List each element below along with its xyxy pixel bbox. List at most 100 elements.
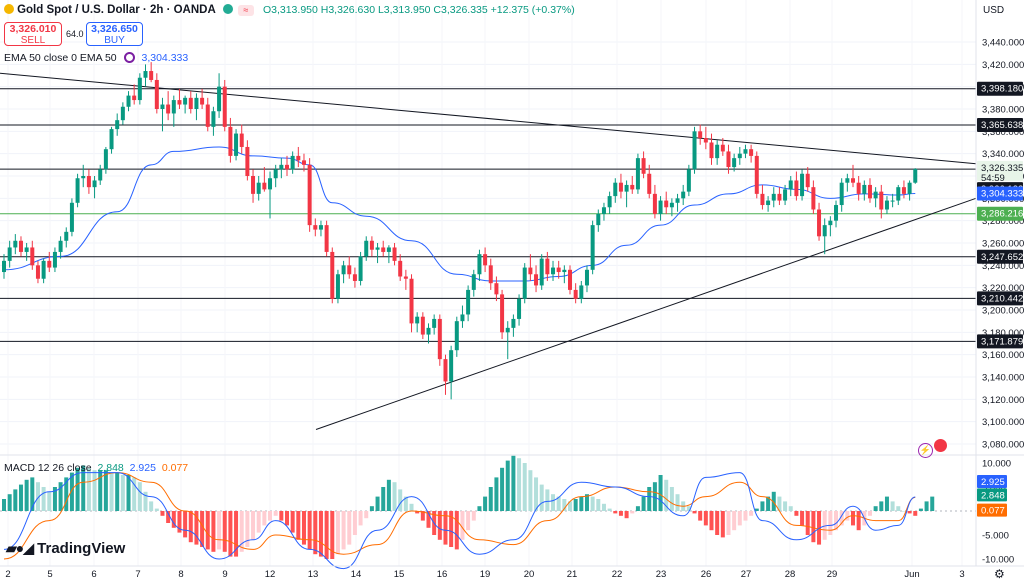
candle-body	[675, 198, 680, 203]
price-tick-label: 3,120.000	[982, 395, 1024, 406]
candle-body	[664, 200, 669, 208]
macd-legend[interactable]: MACD 12 26 close 2.848 2.925 0.077	[4, 462, 188, 474]
candle-body	[884, 200, 889, 210]
macd-value-3: 0.077	[161, 462, 189, 474]
macd-histogram-bar	[613, 511, 618, 514]
candle-body	[47, 260, 52, 268]
time-tick-label: 7	[135, 569, 140, 580]
macd-histogram-bar	[126, 475, 131, 511]
refresh-icon[interactable]	[123, 52, 135, 63]
status-green-dot	[222, 4, 233, 14]
lightning-icon[interactable]: ⚡	[918, 443, 933, 458]
candle-body	[217, 86, 222, 112]
macd-histogram-bar	[81, 465, 86, 511]
ema-price-badge	[977, 186, 1023, 201]
level-badge	[977, 118, 1023, 133]
legend-header: Gold Spot / U.S. Dollar · 2h · OANDA ≈ O…	[4, 4, 575, 16]
macd-histogram-bar	[313, 511, 318, 555]
macd-histogram-bar	[511, 455, 516, 511]
candle-body	[296, 155, 301, 161]
candle-body	[30, 247, 35, 266]
time-tick-label: 28	[785, 569, 796, 580]
sell-price: 3,326.010	[9, 23, 57, 35]
candle-body	[256, 182, 261, 194]
macd-histogram-bar	[771, 491, 776, 511]
spread-value: 64.0	[66, 29, 84, 39]
macd-histogram-bar	[109, 472, 114, 511]
candle-body	[483, 254, 488, 266]
macd-histogram-bar	[596, 499, 601, 511]
candle-body	[132, 95, 137, 101]
candle-body	[143, 71, 148, 78]
macd-histogram-bar	[568, 501, 572, 511]
candle-body	[862, 184, 867, 194]
candle-body	[24, 247, 29, 252]
buy-button[interactable]: 3,326.650 BUY	[86, 22, 143, 46]
candle-body	[845, 178, 850, 183]
candle-body	[590, 225, 595, 270]
symbol-title[interactable]: Gold Spot / U.S. Dollar · 2h · OANDA	[17, 4, 216, 16]
macd-histogram-bar	[211, 511, 216, 552]
time-tick-label: 21	[567, 569, 578, 580]
us-flag-icon[interactable]	[933, 438, 949, 453]
tradingview-logo[interactable]: ▰●◢ TradingView	[6, 540, 125, 557]
macd-histogram-bar	[647, 487, 652, 511]
candle-body	[573, 289, 578, 299]
candle-body	[177, 100, 182, 105]
settings-gear-icon[interactable]: ⚙	[994, 567, 1005, 581]
candle-body	[69, 202, 74, 232]
candle-body	[58, 240, 63, 252]
time-tick-label: 29	[827, 569, 838, 580]
candle-body	[545, 258, 550, 275]
macd-histogram-bar	[103, 470, 108, 511]
candle-body	[720, 144, 725, 152]
macd-histogram-bar	[24, 479, 29, 511]
macd-histogram-bar	[698, 511, 703, 521]
symbol-icon	[4, 4, 14, 14]
candle-body	[115, 120, 120, 130]
candle-body	[901, 187, 906, 194]
macd-histogram-bar	[692, 511, 697, 514]
ema-price-badge-text: 3,304.333	[981, 188, 1023, 199]
candle-body	[432, 318, 437, 328]
macd-histogram-bar	[856, 511, 861, 531]
macd-histogram-bar	[115, 472, 120, 511]
sell-button[interactable]: 3,326.010 SELL	[4, 22, 62, 46]
candle-body	[301, 160, 306, 165]
macd-histogram-bar	[601, 503, 606, 511]
candle-body	[239, 133, 244, 147]
macd-histogram-bar	[364, 511, 369, 519]
histogram-badge	[977, 503, 1007, 517]
candle-body	[834, 205, 839, 221]
macd-histogram-bar	[890, 501, 895, 511]
current-price-badge-text: 3,326.335	[981, 163, 1023, 174]
candle-body	[788, 180, 793, 190]
candle-body	[318, 225, 323, 230]
candle-body	[817, 209, 822, 237]
macd-histogram-bar	[703, 511, 708, 526]
ohlc-values: O3,313.950 H3,326.630 L3,313.950 C3,326.…	[262, 4, 575, 16]
ema-legend[interactable]: EMA 50 close 0 EMA 50 3,304.333	[4, 52, 188, 64]
macd-histogram-bar	[154, 508, 159, 511]
candle-body	[466, 289, 471, 315]
macd-histogram-bar	[403, 496, 408, 511]
macd-histogram-bar	[630, 511, 635, 514]
macd-histogram-bar	[664, 479, 669, 511]
candle-body	[726, 151, 731, 168]
macd-histogram-bar	[205, 511, 210, 550]
macd-histogram-bar	[183, 511, 188, 538]
event-icons[interactable]: ⚡	[918, 438, 949, 458]
macd-histogram-bar	[30, 477, 35, 511]
candle-body	[92, 180, 97, 188]
ema-label: EMA 50 close 0 EMA 50	[4, 52, 117, 64]
candle-body	[828, 220, 833, 226]
macd-histogram-bar	[460, 511, 465, 540]
candle-body	[477, 254, 482, 275]
macd-histogram-bar	[851, 511, 855, 526]
candle-body	[330, 251, 335, 299]
macd-histogram-bar	[794, 511, 799, 516]
macd-histogram-bar	[590, 496, 595, 511]
currency-label[interactable]: USD	[983, 5, 1005, 16]
macd-histogram-bar	[217, 511, 222, 550]
